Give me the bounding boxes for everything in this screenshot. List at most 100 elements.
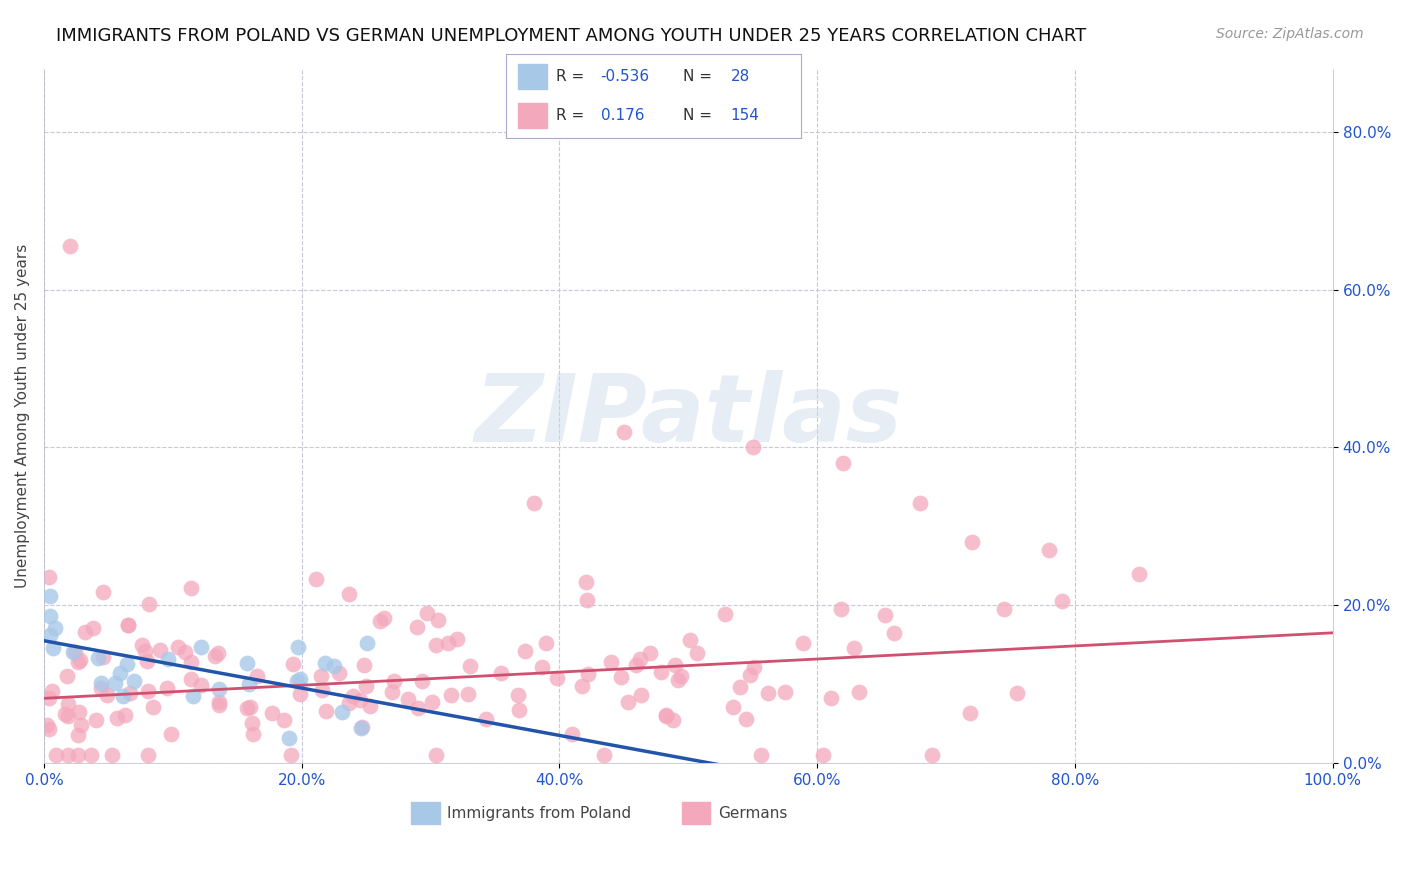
Point <box>134 644 156 658</box>
Point <box>773 685 796 699</box>
Point <box>159 727 181 741</box>
Point <box>575 575 598 590</box>
Point <box>288 672 311 686</box>
Point <box>354 679 377 693</box>
Point <box>960 535 983 549</box>
Text: Source: ZipAtlas.com: Source: ZipAtlas.com <box>1216 27 1364 41</box>
Point <box>38 570 60 584</box>
Point <box>180 656 202 670</box>
Point <box>830 602 852 616</box>
Point <box>628 651 651 665</box>
Point <box>35 718 58 732</box>
Point <box>666 673 689 687</box>
FancyBboxPatch shape <box>411 802 440 824</box>
Point <box>114 707 136 722</box>
Point <box>58 697 80 711</box>
Point <box>359 698 381 713</box>
Point <box>848 685 870 699</box>
Point <box>287 640 309 654</box>
Point <box>425 639 447 653</box>
Point <box>90 681 112 696</box>
Point <box>142 699 165 714</box>
Point <box>626 657 648 672</box>
Point <box>546 671 568 685</box>
Point <box>669 669 692 683</box>
FancyBboxPatch shape <box>682 802 710 824</box>
Point <box>993 601 1015 615</box>
Point <box>207 646 229 660</box>
Point <box>44 621 66 635</box>
Text: ZIPatlas: ZIPatlas <box>474 370 903 462</box>
Point <box>330 706 353 720</box>
Point <box>273 713 295 727</box>
Point <box>384 674 406 689</box>
Text: Germans: Germans <box>718 805 787 821</box>
Point <box>662 713 685 727</box>
Text: Immigrants from Poland: Immigrants from Poland <box>447 805 631 821</box>
Point <box>112 690 135 704</box>
Text: N =: N = <box>683 69 713 84</box>
Point <box>281 657 304 672</box>
Point <box>655 709 678 723</box>
Text: -0.536: -0.536 <box>600 69 650 84</box>
Point <box>523 495 546 509</box>
Point <box>105 711 128 725</box>
Point <box>679 633 702 648</box>
Text: N =: N = <box>683 108 713 123</box>
Point <box>59 239 82 253</box>
Point <box>356 636 378 650</box>
Point <box>373 611 395 625</box>
Point <box>630 688 652 702</box>
Point <box>650 665 672 680</box>
Point <box>238 677 260 691</box>
Point <box>426 613 449 627</box>
Point <box>236 701 259 715</box>
Point <box>67 727 90 741</box>
Point <box>744 659 766 673</box>
Point <box>239 700 262 714</box>
Point <box>593 748 616 763</box>
Point <box>66 655 89 669</box>
Point <box>157 652 180 666</box>
Point <box>87 650 110 665</box>
Point <box>117 657 139 671</box>
Point <box>131 638 153 652</box>
Point <box>73 624 96 639</box>
Point <box>508 703 530 717</box>
Point <box>613 425 636 439</box>
Point <box>183 690 205 704</box>
Point <box>93 585 115 599</box>
Point <box>58 748 80 763</box>
Point <box>190 640 212 654</box>
Point <box>93 649 115 664</box>
Point <box>873 608 896 623</box>
Point <box>561 727 583 741</box>
Point <box>90 676 112 690</box>
Point <box>474 712 496 726</box>
Point <box>53 706 76 721</box>
Point <box>315 704 337 718</box>
Point <box>236 657 259 671</box>
Point <box>167 640 190 655</box>
Point <box>506 689 529 703</box>
Point <box>136 684 159 698</box>
Point <box>208 681 231 696</box>
Point <box>190 678 212 692</box>
Point <box>738 668 761 682</box>
Point <box>56 709 79 723</box>
Point <box>1038 543 1060 558</box>
Point <box>323 659 346 673</box>
Point <box>749 748 772 763</box>
Point <box>138 597 160 611</box>
Point <box>42 641 65 656</box>
Point <box>208 695 231 709</box>
Bar <box>517 63 547 89</box>
Point <box>350 720 373 734</box>
Point <box>180 672 202 686</box>
Point <box>62 645 84 659</box>
Point <box>204 649 226 664</box>
Point <box>246 669 269 683</box>
Point <box>664 657 686 672</box>
Point <box>408 700 430 714</box>
Point <box>156 681 179 696</box>
